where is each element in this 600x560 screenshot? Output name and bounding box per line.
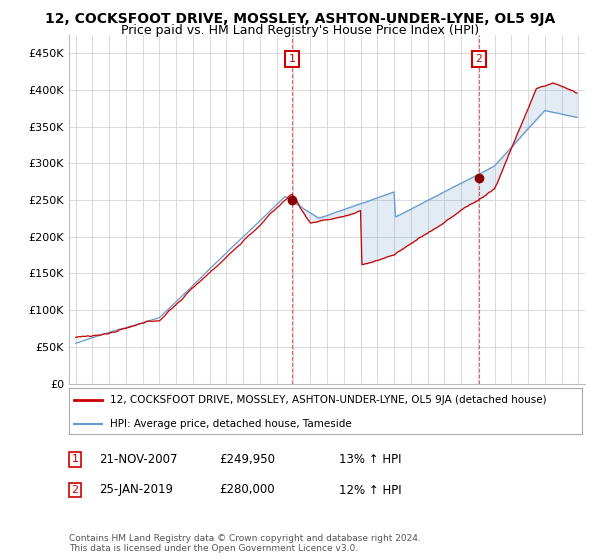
Text: 13% ↑ HPI: 13% ↑ HPI <box>339 452 401 466</box>
Text: 12, COCKSFOOT DRIVE, MOSSLEY, ASHTON-UNDER-LYNE, OL5 9JA: 12, COCKSFOOT DRIVE, MOSSLEY, ASHTON-UND… <box>45 12 555 26</box>
Text: 1: 1 <box>289 54 295 64</box>
Text: 12% ↑ HPI: 12% ↑ HPI <box>339 483 401 497</box>
Text: £280,000: £280,000 <box>219 483 275 497</box>
Text: Contains HM Land Registry data © Crown copyright and database right 2024.
This d: Contains HM Land Registry data © Crown c… <box>69 534 421 553</box>
Text: 25-JAN-2019: 25-JAN-2019 <box>99 483 173 497</box>
Text: 1: 1 <box>71 454 79 464</box>
Text: 21-NOV-2007: 21-NOV-2007 <box>99 452 178 466</box>
Text: 12, COCKSFOOT DRIVE, MOSSLEY, ASHTON-UNDER-LYNE, OL5 9JA (detached house): 12, COCKSFOOT DRIVE, MOSSLEY, ASHTON-UND… <box>110 395 547 404</box>
Text: 2: 2 <box>71 485 79 495</box>
Text: Price paid vs. HM Land Registry's House Price Index (HPI): Price paid vs. HM Land Registry's House … <box>121 24 479 36</box>
Text: 2: 2 <box>476 54 482 64</box>
Text: HPI: Average price, detached house, Tameside: HPI: Average price, detached house, Tame… <box>110 419 352 429</box>
Text: £249,950: £249,950 <box>219 452 275 466</box>
